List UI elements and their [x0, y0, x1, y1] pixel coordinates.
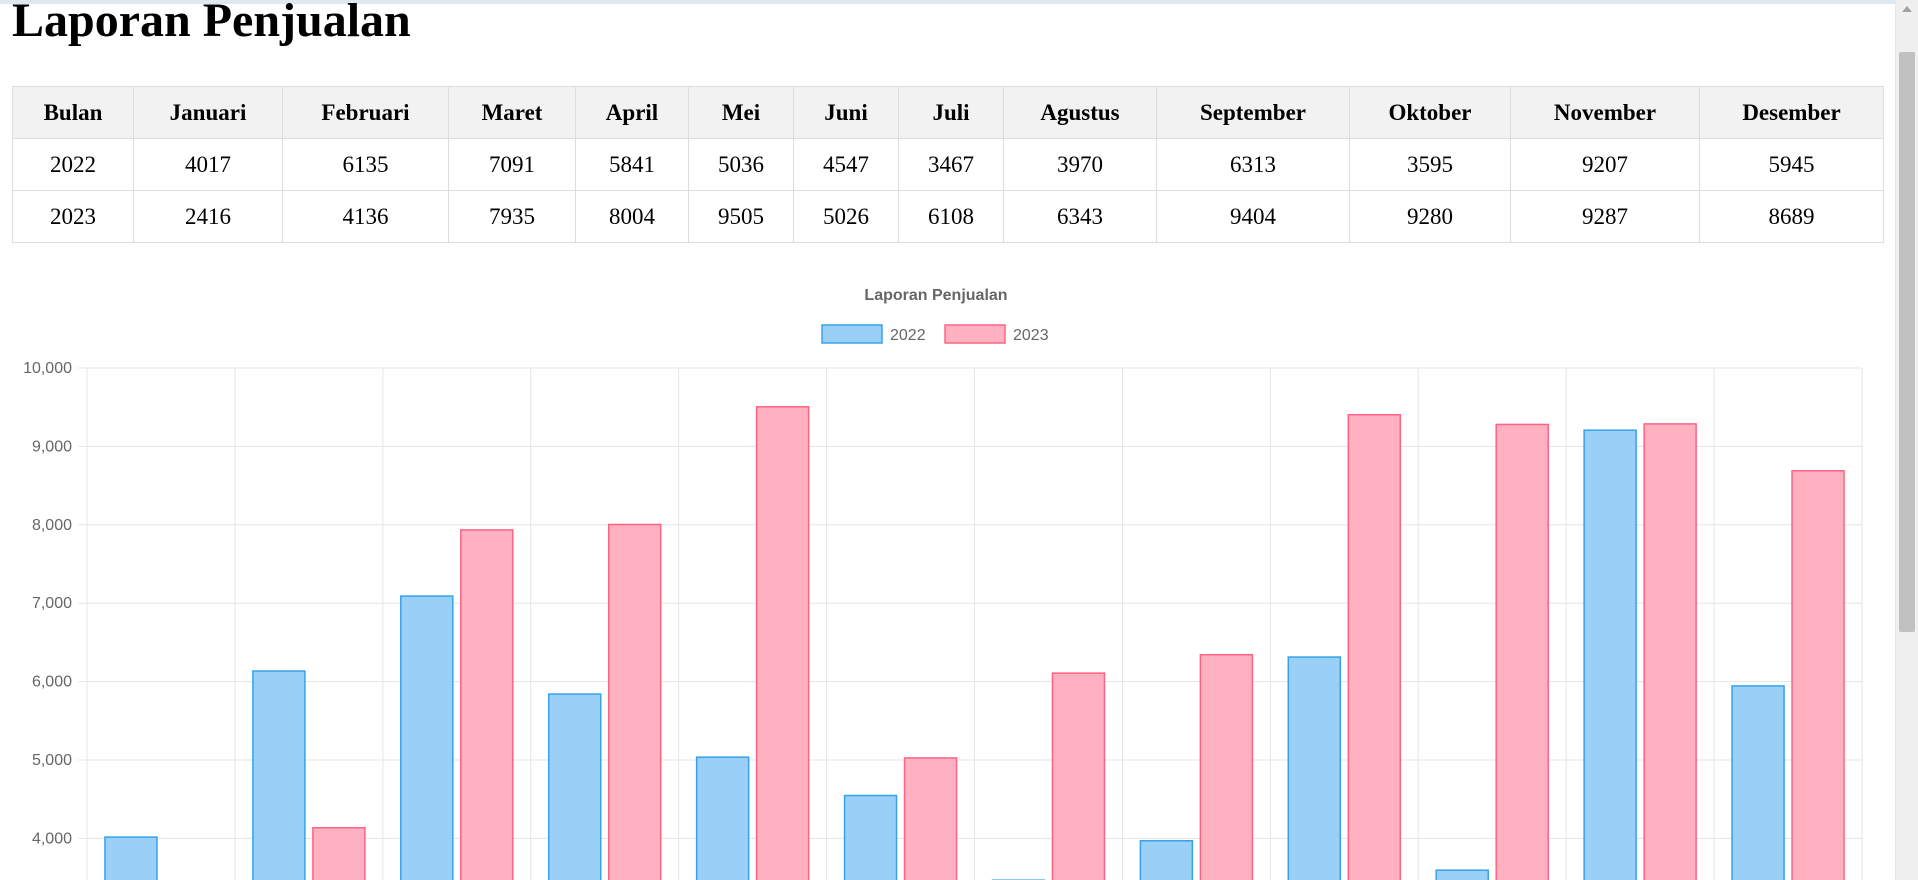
y-tick-label: 7,000	[32, 595, 72, 612]
table-cell: 8689	[1699, 190, 1884, 243]
y-tick-label: 6,000	[32, 674, 72, 691]
legend-swatch-2022	[821, 324, 883, 344]
table-cell: 6313	[1156, 138, 1350, 191]
bar-2022-maret	[400, 595, 454, 880]
table-cell: 3970	[1003, 138, 1157, 191]
table-cell: 3467	[898, 138, 1004, 191]
bar-2023-juni	[903, 757, 958, 880]
page-title: Laporan Penjualan	[12, 0, 411, 47]
table-row: 2023 2416 4136 7935 8004 9505 5026 6108 …	[12, 190, 1884, 243]
table-header-row: Bulan Januari Februari Maret April Mei J…	[12, 86, 1884, 139]
table-cell: 9287	[1510, 190, 1700, 243]
y-tick-label: 9,000	[32, 438, 72, 455]
bar-2022-februari	[252, 670, 306, 880]
bar-2022-juni	[843, 794, 898, 880]
table-cell: 6343	[1003, 190, 1157, 243]
table-header-cell: April	[575, 86, 689, 139]
table-header-cell: Maret	[448, 86, 576, 139]
table-cell: 4017	[133, 138, 283, 191]
table-cell: 8004	[575, 190, 689, 243]
sales-chart: Laporan Penjualan 2022 2023 10,000 9,000 8,00…	[0, 270, 1896, 880]
y-tick-label: 8,000	[32, 517, 72, 534]
table-header-cell: September	[1156, 86, 1350, 139]
scrollbar-thumb[interactable]	[1899, 52, 1915, 632]
y-tick-label: 5,000	[32, 752, 72, 769]
bar-2022-agustus	[1139, 840, 1194, 880]
scroll-up-arrow-icon[interactable]	[1902, 6, 1912, 12]
table-cell: 5945	[1699, 138, 1884, 191]
table-cell: 5036	[688, 138, 794, 191]
table-cell: 7091	[448, 138, 576, 191]
bar-2023-oktober	[1495, 423, 1549, 880]
table-cell: 2023	[12, 190, 134, 243]
bar-2023-juli	[1051, 672, 1106, 880]
table-row: 2022 4017 6135 7091 5841 5036 4547 3467 …	[12, 138, 1884, 191]
table-header-cell: Mei	[688, 86, 794, 139]
table-cell: 2416	[133, 190, 283, 243]
y-tick-label: 4,000	[32, 830, 72, 847]
bar-chart-svg: Laporan Penjualan 2022 2023 10,000 9,000 8,00…	[23, 287, 1863, 880]
bar-2023-februari	[312, 826, 366, 880]
table-header-cell: Agustus	[1003, 86, 1157, 139]
bar-2022-september	[1287, 656, 1342, 880]
table-cell: 9280	[1349, 190, 1511, 243]
bar-2023-maret	[460, 529, 514, 880]
legend-swatch-2023	[944, 324, 1006, 344]
bar-2023-agustus	[1199, 653, 1254, 880]
bar-2023-mei	[755, 406, 810, 880]
bar-2023-desember	[1791, 470, 1845, 880]
table-cell: 7935	[448, 190, 576, 243]
y-tick-label: 10,000	[23, 360, 72, 377]
table-header-cell: Januari	[133, 86, 283, 139]
table-cell: 4547	[793, 138, 899, 191]
sales-table: Bulan Januari Februari Maret April Mei J…	[12, 86, 1884, 243]
table-header-cell: Juli	[898, 86, 1004, 139]
table-header-cell: November	[1510, 86, 1700, 139]
table-cell: 9404	[1156, 190, 1350, 243]
legend-label-2023: 2023	[1013, 327, 1049, 344]
bar-2022-januari	[104, 836, 158, 880]
legend-label-2022: 2022	[890, 327, 926, 344]
bar-2022-oktober	[1435, 869, 1489, 880]
bar-2023-november	[1643, 423, 1697, 880]
bar-2022-april	[547, 693, 602, 880]
bar-2023-april	[607, 523, 662, 880]
table-cell: 5026	[793, 190, 899, 243]
browser-top-border	[0, 0, 1918, 4]
chart-title: Laporan Penjualan	[864, 287, 1007, 304]
table-header-cell: Desember	[1699, 86, 1884, 139]
bar-2022-desember	[1731, 685, 1785, 880]
table-header-cell: Bulan	[12, 86, 134, 139]
table-cell: 6108	[898, 190, 1004, 243]
bar-2022-mei	[695, 756, 750, 880]
table-cell: 6135	[282, 138, 449, 191]
table-header-cell: Februari	[282, 86, 449, 139]
bar-2023-september	[1347, 413, 1402, 880]
table-cell: 3595	[1349, 138, 1511, 191]
table-cell: 4136	[282, 190, 449, 243]
table-cell: 9505	[688, 190, 794, 243]
table-cell: 2022	[12, 138, 134, 191]
table-header-cell: Juni	[793, 86, 899, 139]
table-header-cell: Oktober	[1349, 86, 1511, 139]
table-cell: 5841	[575, 138, 689, 191]
bar-2022-november	[1583, 429, 1637, 880]
table-cell: 9207	[1510, 138, 1700, 191]
vertical-scrollbar[interactable]	[1895, 0, 1918, 880]
